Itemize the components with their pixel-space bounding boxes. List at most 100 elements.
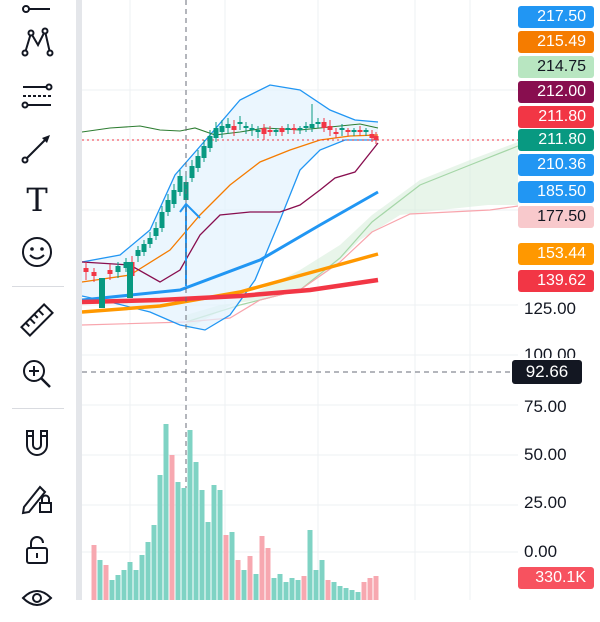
volume-bar — [242, 570, 247, 600]
candle-body — [238, 122, 243, 124]
crosshair-price-label: 92.66 — [512, 360, 582, 384]
candle-body — [142, 244, 147, 252]
candle-body — [108, 270, 113, 274]
candle-body — [196, 156, 201, 168]
price-scale[interactable]: 217.50 215.49 214.75 212.00 211.80 211.8… — [518, 0, 600, 600]
volume-bar — [266, 548, 271, 600]
volume-bar — [308, 530, 313, 600]
candle-body — [136, 250, 141, 256]
lock-drawings-tool[interactable] — [10, 474, 64, 522]
volume-axis-label: 50.00 — [524, 444, 567, 466]
candle-body — [244, 126, 249, 128]
candle-body — [352, 130, 357, 132]
candle-body — [316, 122, 321, 124]
arrow-tool[interactable] — [10, 124, 64, 172]
volume-bar — [188, 430, 193, 600]
candle-body — [172, 190, 177, 204]
candle-body — [262, 128, 267, 134]
candle-body — [178, 176, 183, 192]
candle-body — [214, 128, 219, 138]
candle-body — [84, 268, 89, 272]
candle-body — [99, 278, 105, 308]
pattern-tool-icon — [20, 25, 54, 59]
candle-body — [280, 128, 285, 132]
text-tool[interactable]: T — [10, 176, 64, 224]
candle-body — [232, 126, 237, 130]
volume-tag: 330.1K — [518, 567, 594, 589]
candle-body — [292, 128, 297, 130]
toolbar-divider — [12, 408, 64, 409]
price-tag-red-ma: 139.62 — [518, 270, 594, 292]
zoom-in-tool[interactable] — [10, 350, 64, 398]
volume-bar — [338, 586, 343, 600]
volume-bar — [152, 525, 157, 600]
candle-body — [298, 128, 303, 130]
candle-body — [208, 136, 213, 148]
candle-body — [274, 130, 279, 132]
candle-body — [148, 238, 153, 244]
volume-bar — [326, 580, 331, 600]
volume-bar — [332, 582, 337, 600]
candle-body — [166, 200, 171, 212]
price-tag-cloud-lower: 177.50 — [518, 206, 594, 228]
volume-bar — [344, 588, 349, 600]
candle-body — [250, 128, 255, 130]
volume-bar — [92, 545, 97, 600]
pattern-tool[interactable] — [10, 18, 64, 66]
candle-body — [322, 122, 327, 128]
arrow-tool-icon — [20, 131, 54, 165]
volume-bar — [206, 522, 211, 600]
prediction-tool-icon — [20, 79, 54, 113]
volume-bar — [230, 532, 235, 600]
emoji-tool[interactable] — [10, 228, 64, 276]
volume-bar — [248, 556, 253, 600]
candle-body — [340, 128, 345, 130]
volume-axis-label: 75.00 — [524, 396, 567, 418]
volume-bar — [224, 535, 229, 600]
text-tool-icon: T — [26, 181, 47, 219]
price-axis-label: 125.00 — [524, 298, 576, 320]
lock-tool[interactable] — [10, 526, 64, 574]
volume-bar — [182, 488, 187, 600]
drawing-toolbar: T — [0, 0, 72, 600]
volume-bar — [110, 580, 115, 600]
chart-canvas[interactable] — [0, 0, 600, 600]
volume-bar — [320, 560, 325, 600]
candle-body — [220, 126, 225, 132]
volume-bar — [146, 542, 151, 600]
candle-body — [154, 228, 159, 236]
magnet-tool[interactable] — [10, 420, 64, 468]
candle-body — [190, 166, 195, 178]
ruler-tool[interactable] — [10, 296, 64, 344]
volume-bar — [368, 578, 373, 600]
volume-bar — [350, 590, 355, 600]
price-tag-bollinger-basis: 210.36 — [518, 154, 594, 176]
candle-body — [304, 126, 309, 128]
volume-bar — [194, 462, 199, 600]
candle-body — [226, 124, 231, 128]
candle-body — [364, 130, 369, 132]
volume-bar — [314, 570, 319, 600]
volume-bar — [170, 455, 175, 600]
volume-bar — [98, 560, 103, 600]
candle-body — [346, 130, 351, 132]
price-axis-label: 100.00 — [524, 344, 576, 358]
lock-tool-icon — [20, 533, 54, 567]
candle-body — [160, 212, 165, 228]
volume-bar — [302, 576, 307, 600]
candle-body — [92, 272, 97, 276]
candle-body — [127, 262, 133, 298]
volume-bar — [374, 576, 379, 600]
candle-body — [334, 132, 339, 134]
volume-bar — [284, 582, 289, 600]
eye-tool[interactable] — [10, 574, 64, 622]
volume-bar — [134, 570, 139, 600]
volume-bar — [272, 578, 277, 600]
candle-body — [374, 136, 379, 140]
candle-body — [256, 130, 261, 132]
prediction-tool[interactable] — [10, 72, 64, 120]
candle-body — [286, 128, 291, 130]
volume-bar — [200, 490, 205, 600]
price-tag-dark-line: 212.00 — [518, 81, 594, 103]
toolbar-scrollbar[interactable] — [76, 0, 82, 600]
